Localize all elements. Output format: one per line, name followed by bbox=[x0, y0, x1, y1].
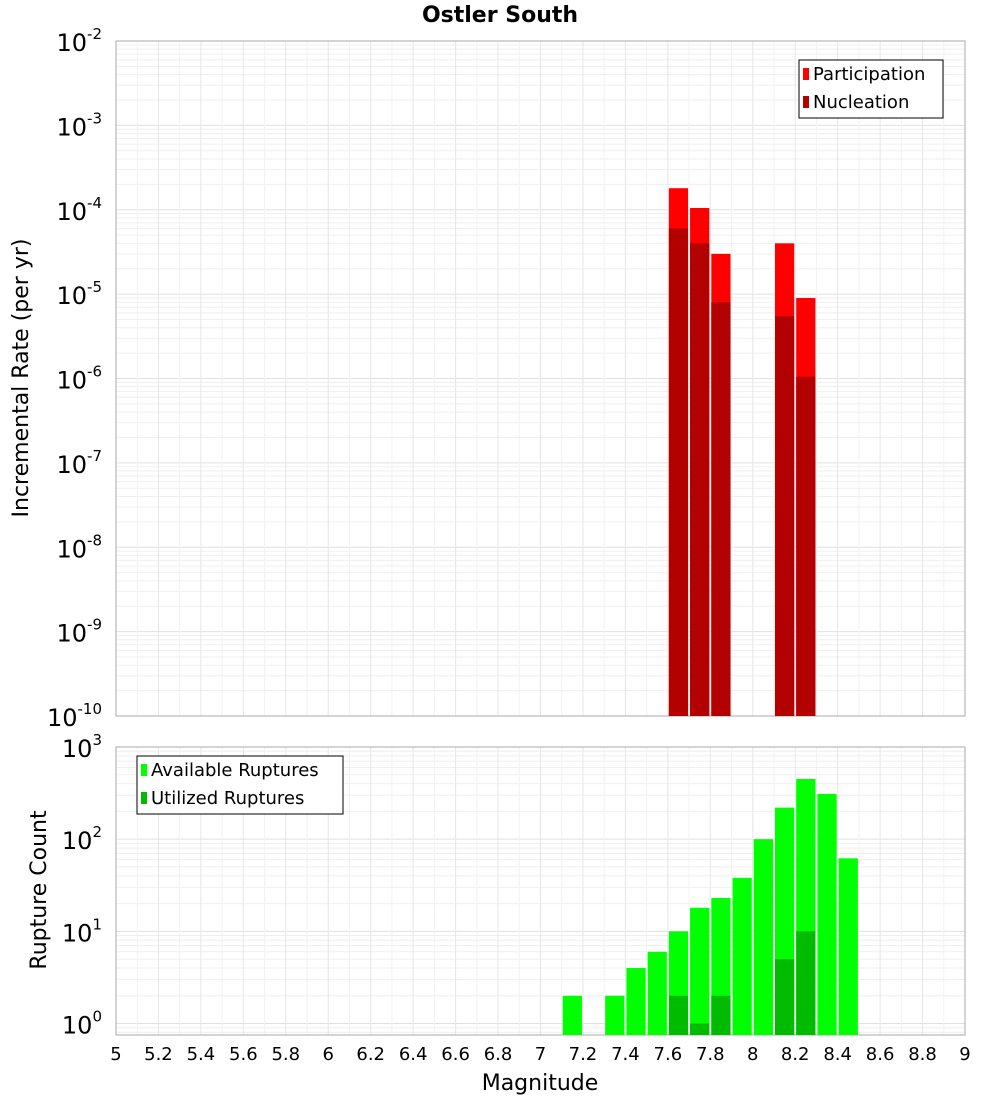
x-tick-label: 7.4 bbox=[611, 1044, 640, 1065]
legend-swatch bbox=[803, 68, 809, 80]
y-tick-label: 100 bbox=[62, 1007, 102, 1039]
x-tick-label: 8.2 bbox=[781, 1044, 810, 1065]
bar-utilized-ruptures bbox=[796, 931, 816, 1035]
x-tick-label: 9 bbox=[959, 1044, 970, 1065]
legend-frame bbox=[798, 59, 944, 119]
bar-available-ruptures bbox=[838, 858, 858, 1035]
bottom-y-axis-label: Rupture Count bbox=[27, 810, 52, 970]
bar-utilized-ruptures bbox=[774, 959, 795, 1035]
y-tick-label: 10-8 bbox=[56, 531, 102, 563]
bar-available-ruptures bbox=[626, 967, 646, 1035]
bar-available-ruptures bbox=[647, 951, 667, 1035]
legend-swatch bbox=[141, 792, 147, 804]
bar-available-ruptures bbox=[690, 907, 710, 1035]
x-tick-label: 5.6 bbox=[229, 1044, 258, 1065]
legend-entry: Available Ruptures bbox=[151, 760, 319, 781]
x-tick-label: 6 bbox=[323, 1044, 334, 1065]
x-tick-label: 5.4 bbox=[187, 1044, 216, 1065]
plot-frame bbox=[115, 40, 966, 717]
bar-available-ruptures bbox=[817, 793, 837, 1035]
plot-frame bbox=[115, 746, 966, 1036]
x-tick-label: 8 bbox=[747, 1044, 758, 1065]
x-tick-label: 8.6 bbox=[866, 1044, 895, 1065]
bar-utilized-ruptures bbox=[668, 995, 689, 1035]
bottom-panel: 103 102 101 100 Available Ruptures Utilized R… bbox=[62, 731, 966, 1039]
x-tick-label: 6.4 bbox=[399, 1044, 428, 1065]
y-tick-label: 10-3 bbox=[56, 109, 102, 141]
y-tick-label: 10-10 bbox=[47, 700, 102, 732]
bar-nucleation bbox=[774, 316, 795, 716]
bar-nucleation bbox=[690, 243, 710, 717]
y-tick-label: 10-2 bbox=[56, 25, 102, 57]
legend-bottom: Available Ruptures Utilized Ruptures bbox=[136, 755, 344, 815]
bar-utilized-ruptures bbox=[690, 1023, 710, 1035]
y-tick-label: 10-4 bbox=[56, 194, 102, 226]
y-tick-label: 103 bbox=[62, 731, 102, 763]
x-tick-label: 7.6 bbox=[654, 1044, 683, 1065]
x-tick-label: 7.2 bbox=[569, 1044, 598, 1065]
top-panel: 10-2 10-3 10-4 10-5 10-6 10-7 10-8 10-9 10-10 Par… bbox=[47, 25, 966, 732]
x-tick-label: 8.4 bbox=[823, 1044, 852, 1065]
y-tick-label: 101 bbox=[62, 915, 102, 947]
y-tick-label: 10-7 bbox=[56, 447, 102, 479]
bar-available-ruptures bbox=[562, 995, 582, 1035]
x-tick-label: 5.2 bbox=[144, 1044, 173, 1065]
x-tick-label: 5 bbox=[110, 1044, 121, 1065]
x-tick-label: 8.8 bbox=[908, 1044, 937, 1065]
bar-utilized-ruptures bbox=[711, 995, 731, 1035]
legend-frame bbox=[136, 755, 344, 815]
y-tick-label: 10-6 bbox=[56, 363, 102, 395]
x-tick-label: 6.6 bbox=[441, 1044, 470, 1065]
legend-top: Participation Nucleation bbox=[798, 59, 944, 119]
legend-entry: Participation bbox=[813, 64, 925, 85]
y-tick-label: 10-9 bbox=[56, 616, 102, 648]
x-axis-label: Magnitude bbox=[482, 1071, 599, 1096]
bar-nucleation bbox=[711, 302, 731, 716]
x-tick-label: 6.2 bbox=[356, 1044, 385, 1065]
y-tick-label: 10-5 bbox=[56, 278, 102, 310]
legend-entry: Nucleation bbox=[813, 92, 909, 113]
x-tick-labels: 5 5.2 5.4 5.6 5.8 6 6.2 6.4 6.6 6.8 7 7.2 7.4 7.6 7.8 8… bbox=[110, 1044, 970, 1065]
legend-entry: Utilized Ruptures bbox=[151, 788, 304, 809]
bar-nucleation bbox=[796, 376, 816, 716]
bar-nucleation bbox=[668, 228, 689, 716]
legend-swatch bbox=[803, 96, 809, 108]
bar-available-ruptures bbox=[605, 995, 625, 1035]
top-y-axis-label: Incremental Rate (per yr) bbox=[9, 239, 34, 518]
chart-title: Ostler South bbox=[422, 3, 578, 28]
legend-swatch bbox=[141, 764, 147, 776]
bar-available-ruptures bbox=[753, 839, 773, 1035]
x-tick-label: 7 bbox=[535, 1044, 546, 1065]
x-tick-label: 6.8 bbox=[484, 1044, 513, 1065]
bar-available-ruptures bbox=[732, 877, 752, 1035]
x-tick-label: 7.8 bbox=[696, 1044, 725, 1065]
y-tick-label: 102 bbox=[62, 823, 102, 855]
x-tick-label: 5.8 bbox=[271, 1044, 300, 1065]
